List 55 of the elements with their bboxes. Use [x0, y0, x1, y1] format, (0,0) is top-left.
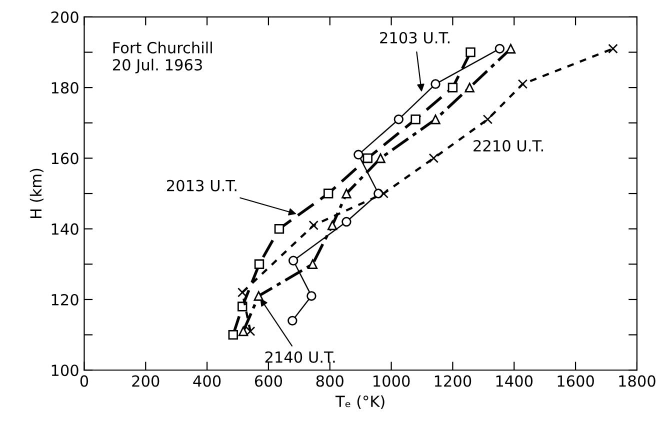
y-tick-label: 140 [52, 223, 78, 235]
x-tick-label: 800 [316, 375, 344, 387]
point [238, 302, 248, 312]
x-axis-title: Tₑ (°K) [335, 395, 384, 409]
point [342, 216, 352, 227]
x-tick-label: 200 [132, 375, 160, 387]
point [342, 188, 352, 198]
x-tick-label: 1800 [619, 375, 656, 387]
point [428, 153, 439, 164]
point [288, 316, 298, 326]
x-tick-label: 400 [193, 375, 221, 387]
y-tick-label: 100 [52, 364, 78, 376]
x-tick-label: 0 [80, 375, 88, 387]
x-tick-label: 600 [254, 375, 282, 387]
point [518, 79, 528, 89]
y-axis-title: H (km) [30, 168, 44, 218]
point [394, 114, 404, 124]
annotation: 2013 U.T. [166, 180, 236, 192]
point [482, 114, 493, 124]
x-tick-label: 1400 [496, 375, 533, 387]
point [254, 291, 264, 301]
y-tick-label: 120 [52, 294, 78, 306]
x-tick-label: 1000 [374, 375, 410, 387]
point [327, 220, 338, 230]
annotation: Fort Churchill 20 Jul. 1963 [112, 42, 212, 74]
point [430, 114, 440, 124]
x-tick-label: 1600 [558, 375, 594, 387]
annotation: 2210 U.T. [474, 140, 543, 152]
point [362, 153, 373, 164]
point [410, 114, 420, 124]
point [306, 291, 316, 301]
point [254, 259, 264, 270]
annotation: 2103 U.T. [380, 32, 450, 44]
point [430, 79, 440, 89]
point [608, 44, 618, 54]
point [274, 224, 284, 234]
point [506, 44, 516, 54]
y-tick-label: 160 [52, 152, 78, 164]
y-tick-label: 200 [51, 11, 78, 23]
point [466, 47, 476, 58]
point [494, 44, 505, 54]
x-tick-label: 1200 [434, 375, 472, 387]
point [354, 150, 364, 160]
point [308, 220, 318, 230]
point [288, 256, 298, 266]
point [245, 326, 256, 336]
point [228, 330, 238, 340]
point [238, 326, 248, 336]
point [238, 288, 248, 298]
point [464, 82, 474, 92]
y-tick-label: 180 [52, 82, 78, 94]
point [448, 82, 458, 92]
annotation: 2140 U.T. [265, 351, 335, 363]
point [376, 153, 386, 164]
point [323, 188, 334, 198]
